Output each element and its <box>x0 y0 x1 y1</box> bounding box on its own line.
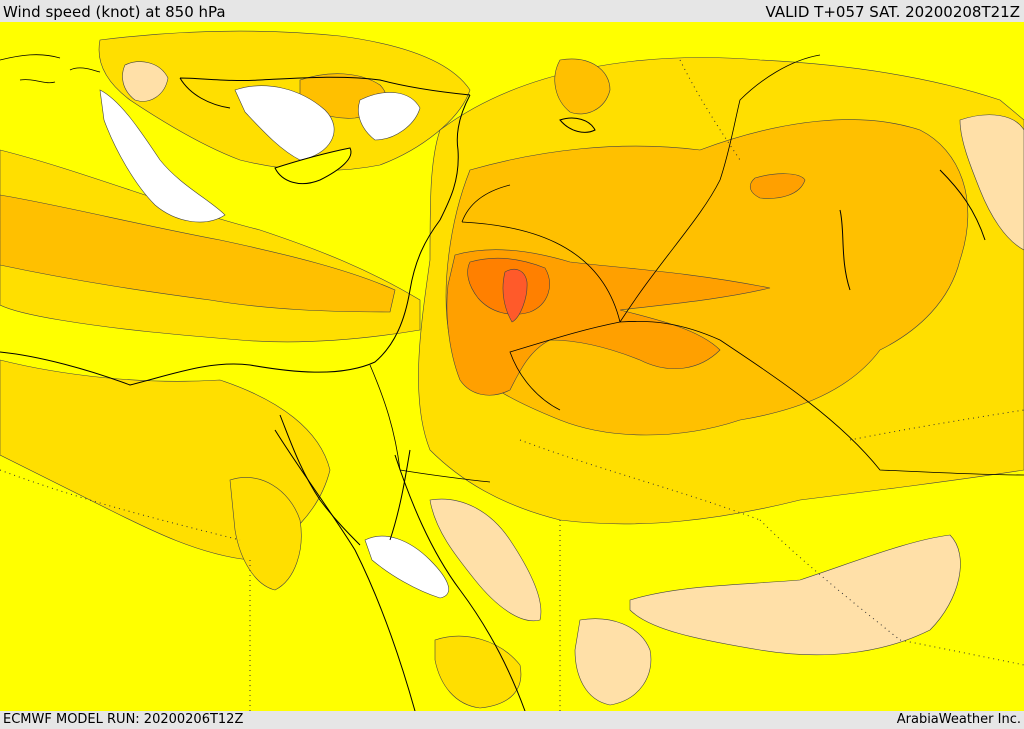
field-light-nw <box>122 61 169 102</box>
coastline-redsea-west <box>274 429 416 711</box>
valid-time: VALID T+057 SAT. 20200208T21Z <box>765 3 1020 21</box>
wind-speed-map <box>0 22 1024 711</box>
field-calm-redsea <box>364 535 449 599</box>
field-moderate-arabia-s <box>434 635 522 709</box>
field-calm-anatolia-2 <box>358 92 421 141</box>
field-moderate-nile <box>229 477 302 591</box>
coastline-anatolia <box>179 76 471 109</box>
coastline-aegean-islands <box>0 54 101 84</box>
coastline-caspian-nw <box>559 117 596 133</box>
field-light-se <box>959 114 1024 251</box>
credit: ArabiaWeather Inc. <box>896 712 1021 727</box>
field-light-south-2 <box>429 498 542 622</box>
coastline-gulf <box>839 169 986 291</box>
model-run: ECMWF MODEL RUN: 20200206T12Z <box>3 712 244 727</box>
field-fresh-med <box>0 194 396 313</box>
map-title: Wind speed (knot) at 850 hPa <box>3 3 226 21</box>
field-light-south-1 <box>629 534 961 656</box>
country-border-1 <box>369 54 1024 483</box>
field-calm-aegean <box>99 89 226 223</box>
map-header: Wind speed (knot) at 850 hPa VALID T+057… <box>0 0 1024 22</box>
field-peak <box>502 269 528 323</box>
field-light-south-3 <box>574 618 652 706</box>
coastline-suez <box>279 414 361 546</box>
coastline-cyprus <box>274 147 352 184</box>
field-calm-anatolia <box>234 85 335 161</box>
map-footer: ECMWF MODEL RUN: 20200206T12Z ArabiaWeat… <box>0 711 1024 729</box>
field-strong-streak <box>750 173 806 199</box>
coastline-redsea-east <box>394 454 526 711</box>
field-fresh-ne <box>554 58 611 115</box>
coastline-gulf-aqaba <box>389 449 411 541</box>
coastline-levant <box>0 94 471 386</box>
